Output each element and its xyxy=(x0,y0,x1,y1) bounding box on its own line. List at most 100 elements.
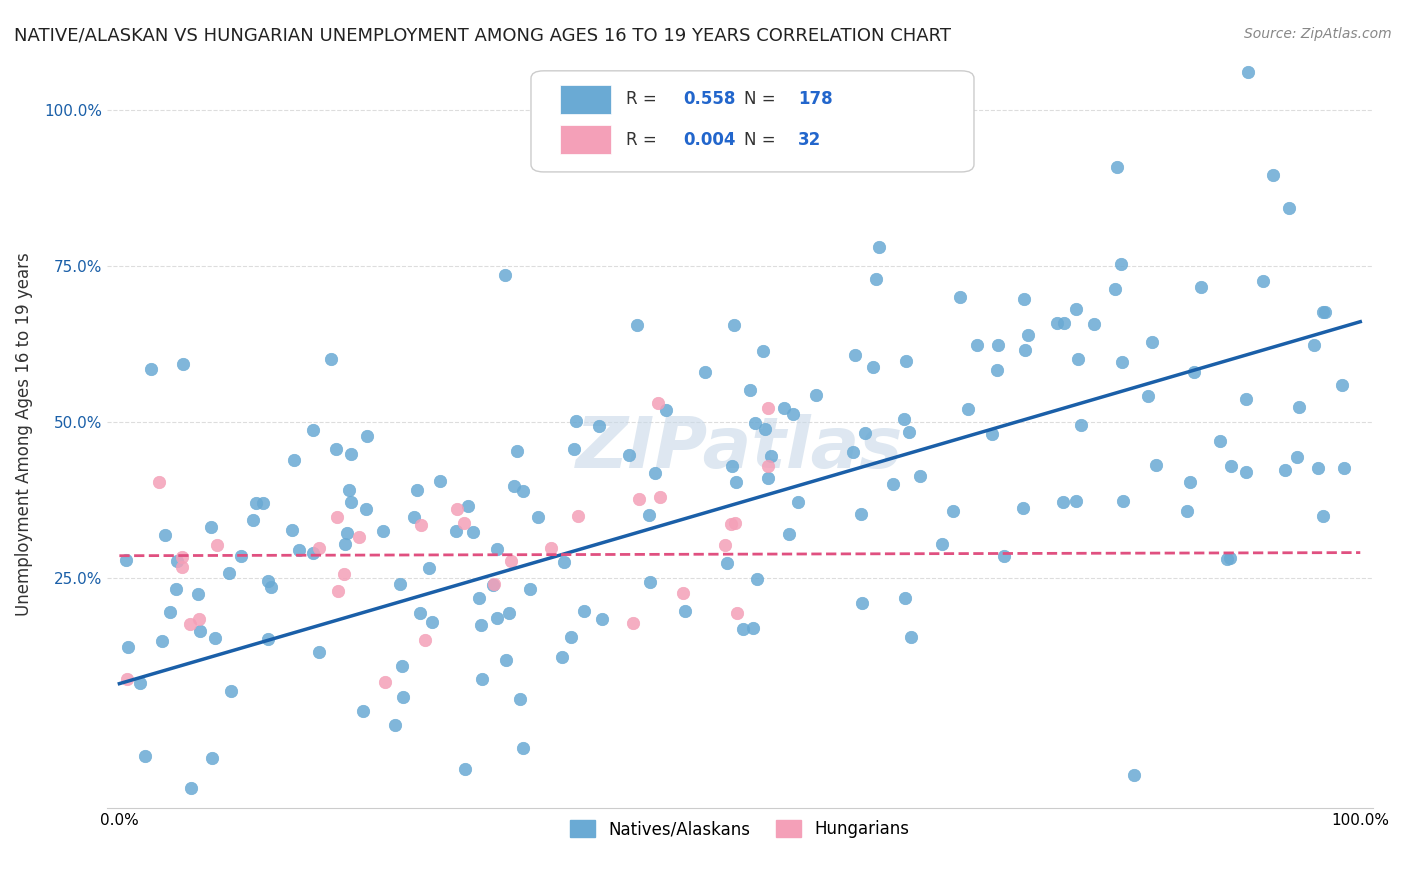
Point xyxy=(720,517,742,532)
Point xyxy=(506,443,529,458)
Point xyxy=(446,501,468,516)
Point xyxy=(1219,550,1241,565)
Point xyxy=(336,525,359,540)
Point xyxy=(804,388,827,402)
Point xyxy=(1312,508,1334,523)
Point xyxy=(221,684,243,698)
Point xyxy=(1234,465,1257,479)
Point xyxy=(326,583,349,598)
Point xyxy=(498,606,520,620)
Point xyxy=(302,546,325,560)
Point xyxy=(621,616,644,631)
Point xyxy=(565,414,588,428)
Point xyxy=(461,525,484,540)
Point xyxy=(942,504,965,518)
Point xyxy=(987,338,1010,352)
Point xyxy=(716,556,738,570)
Point xyxy=(673,605,696,619)
Point xyxy=(405,483,427,498)
Point xyxy=(647,395,669,409)
Point xyxy=(252,496,274,510)
Point xyxy=(512,740,534,755)
Point xyxy=(159,605,181,619)
Point xyxy=(724,516,747,530)
Point xyxy=(404,510,426,524)
Point xyxy=(494,268,516,282)
Text: 0.004: 0.004 xyxy=(683,131,735,149)
Point xyxy=(481,578,503,592)
Point xyxy=(1111,494,1133,508)
Point xyxy=(949,290,972,304)
Point xyxy=(723,318,745,332)
Point xyxy=(242,513,264,527)
Point xyxy=(418,561,440,575)
Point xyxy=(868,240,890,254)
Point xyxy=(540,541,562,555)
Point xyxy=(1012,293,1035,307)
Point xyxy=(129,676,152,690)
Text: Source: ZipAtlas.com: Source: ZipAtlas.com xyxy=(1244,27,1392,41)
Point xyxy=(354,502,377,516)
Point xyxy=(454,763,477,777)
Point xyxy=(187,587,209,601)
Point xyxy=(257,632,280,646)
Text: NATIVE/ALASKAN VS HUNGARIAN UNEMPLOYMENT AMONG AGES 16 TO 19 YEARS CORRELATION C: NATIVE/ALASKAN VS HUNGARIAN UNEMPLOYMENT… xyxy=(14,27,950,45)
FancyBboxPatch shape xyxy=(560,126,610,154)
Point xyxy=(166,554,188,568)
Point xyxy=(1105,161,1128,175)
Point xyxy=(229,549,252,563)
Point xyxy=(1066,351,1088,366)
Point xyxy=(172,357,194,371)
Text: 0.558: 0.558 xyxy=(683,90,735,108)
Point xyxy=(862,359,884,374)
Point xyxy=(148,836,170,850)
Point xyxy=(993,549,1015,563)
Point xyxy=(1236,64,1258,78)
Point xyxy=(527,509,550,524)
Point xyxy=(1288,401,1310,415)
Point xyxy=(148,475,170,490)
Point xyxy=(1220,458,1243,473)
Point xyxy=(747,572,769,586)
Point xyxy=(332,566,354,581)
Point xyxy=(117,640,139,655)
Point xyxy=(503,479,526,493)
Point xyxy=(617,448,640,462)
Point xyxy=(392,690,415,704)
Point xyxy=(572,604,595,618)
Point xyxy=(714,538,737,552)
Point xyxy=(371,524,394,538)
Point xyxy=(882,476,904,491)
FancyBboxPatch shape xyxy=(560,85,610,113)
Point xyxy=(782,407,804,421)
Point xyxy=(1014,343,1036,358)
Point xyxy=(484,577,506,591)
Point xyxy=(326,510,349,524)
Point xyxy=(188,624,211,638)
Point xyxy=(153,528,176,542)
Point xyxy=(1017,328,1039,343)
FancyBboxPatch shape xyxy=(531,70,974,172)
Point xyxy=(1189,280,1212,294)
Point xyxy=(1182,365,1205,379)
Point xyxy=(188,612,211,626)
Point xyxy=(1123,767,1146,781)
Point xyxy=(756,458,779,473)
Point xyxy=(260,580,283,594)
Point xyxy=(470,618,492,632)
Legend: Natives/Alaskans, Hungarians: Natives/Alaskans, Hungarians xyxy=(564,814,915,845)
Point xyxy=(759,449,782,463)
Point xyxy=(1064,494,1087,508)
Point xyxy=(347,530,370,544)
Point xyxy=(851,507,873,521)
Point xyxy=(654,403,676,417)
Point xyxy=(485,611,508,625)
Text: 178: 178 xyxy=(799,90,832,108)
Point xyxy=(1111,257,1133,271)
Point xyxy=(908,468,931,483)
Point xyxy=(288,543,311,558)
Point xyxy=(337,483,360,498)
Point xyxy=(626,318,648,332)
Text: R =: R = xyxy=(626,131,662,149)
Point xyxy=(471,672,494,686)
